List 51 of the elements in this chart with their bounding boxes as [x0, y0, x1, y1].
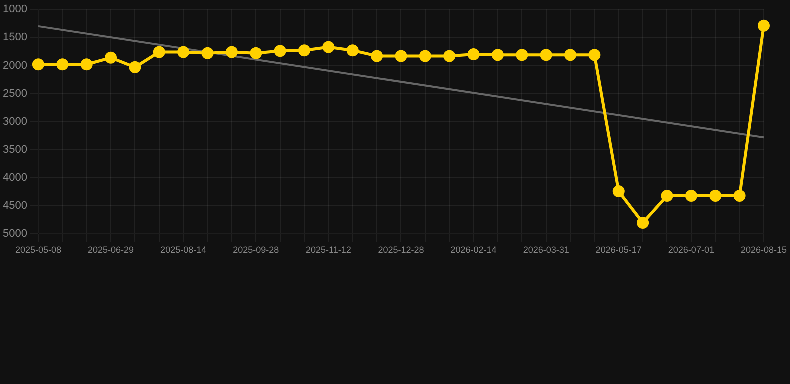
point: [153, 46, 166, 58]
point: [105, 52, 118, 64]
x-tick-label: 2026-05-17: [596, 245, 642, 256]
point: [250, 47, 262, 60]
point: [564, 49, 577, 62]
point: [710, 190, 722, 202]
y-tick-label: 3000: [2, 116, 28, 128]
point: [685, 190, 698, 202]
x-tick-label: 2025-12-28: [378, 245, 424, 256]
point: [129, 61, 142, 74]
x-tick-label: 2026-07-01: [668, 245, 714, 256]
x-tick-label: 2025-11-12: [306, 245, 352, 256]
point: [32, 58, 44, 71]
point: [419, 50, 432, 62]
point: [56, 58, 69, 71]
point: [322, 41, 335, 54]
point: [202, 47, 214, 60]
x-tick-label: 2025-08-14: [160, 245, 207, 256]
point: [178, 46, 190, 58]
x-tick-label: 2026-08-15: [740, 245, 788, 256]
point: [346, 44, 359, 57]
point: [661, 190, 674, 202]
y-tick-label: 2000: [2, 60, 28, 72]
point: [444, 50, 456, 62]
point: [637, 216, 650, 229]
y-tick-label: 3500: [2, 144, 28, 156]
point: [492, 49, 504, 62]
y-tick-label: 5000: [2, 228, 28, 240]
y-tick-label: 4500: [2, 200, 28, 212]
point: [516, 49, 528, 62]
point: [226, 46, 238, 58]
point: [734, 190, 746, 202]
point: [468, 48, 480, 61]
point: [274, 45, 286, 58]
point: [80, 58, 93, 71]
y-tick-label: 1500: [2, 32, 28, 44]
point: [371, 50, 384, 62]
point: [758, 20, 770, 32]
point: [395, 50, 408, 62]
y-tick-label: 4000: [2, 172, 28, 184]
y-tick-label: 1000: [2, 4, 28, 16]
point: [298, 44, 310, 57]
y-tick-label: 2500: [2, 88, 28, 100]
x-tick-label: 2025-06-29: [88, 245, 134, 256]
x-tick-label: 2026-03-31: [523, 245, 570, 256]
x-tick-label: 2025-09-28: [233, 245, 280, 256]
point: [540, 49, 552, 62]
point: [612, 186, 625, 198]
x-tick-label: 2026-02-14: [450, 245, 497, 256]
point: [588, 49, 601, 62]
x-tick-label: 2025-05-08: [15, 245, 62, 256]
